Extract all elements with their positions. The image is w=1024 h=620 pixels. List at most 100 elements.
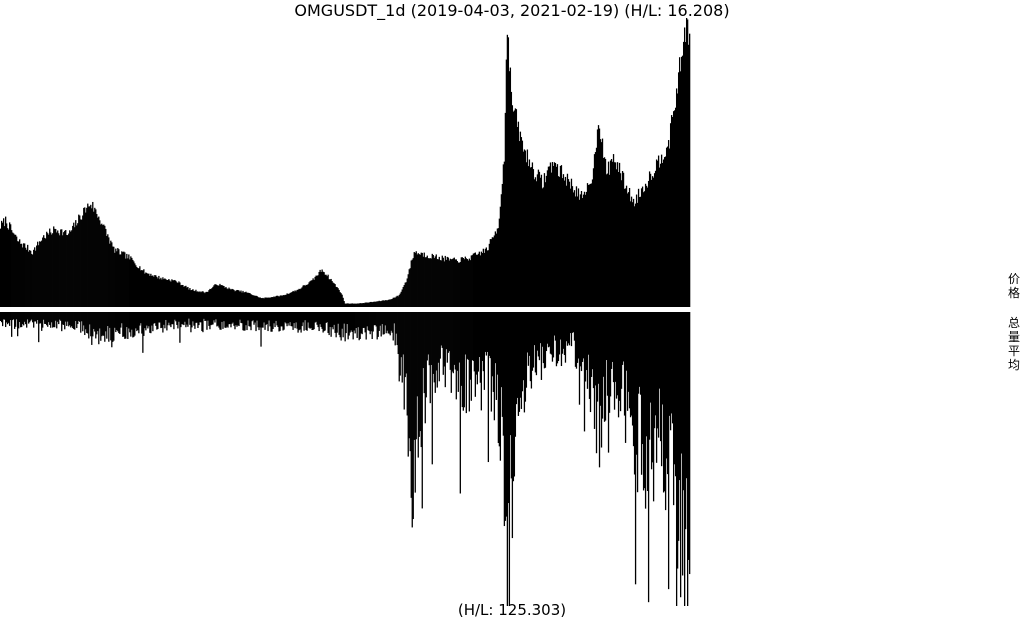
volume-bar [325, 312, 327, 323]
volume-bar [393, 312, 395, 324]
price-bar [255, 295, 257, 307]
price-bar [617, 172, 620, 307]
volume-bar [584, 312, 587, 382]
volume-bar [435, 312, 437, 371]
price-bar [425, 257, 427, 307]
price-bar [428, 258, 430, 307]
price-bar [242, 290, 244, 307]
volume-bar [447, 312, 449, 353]
volume-bar [527, 312, 530, 366]
volume-bar [46, 312, 48, 326]
volume-bar [125, 312, 127, 339]
volume-bar [484, 312, 486, 352]
volume-bar [198, 312, 200, 326]
price-bar [183, 286, 185, 307]
price-bar [112, 246, 114, 307]
volume-bar [673, 312, 676, 465]
price-bar [656, 160, 659, 307]
price-bar [137, 268, 139, 307]
volume-bar [49, 312, 51, 325]
price-bar [568, 181, 571, 307]
price-bar [114, 252, 116, 307]
price-bar [662, 159, 665, 307]
price-bar [139, 266, 141, 307]
price-bar [488, 243, 491, 307]
price-bar [15, 234, 17, 307]
price-bar [16, 236, 18, 307]
price-bar [13, 233, 15, 307]
volume-bar [314, 312, 316, 323]
volume-bar [189, 312, 191, 325]
price-bar [661, 163, 664, 307]
volume-bar [51, 312, 53, 323]
price-bar [150, 273, 152, 307]
price-bar [128, 254, 130, 307]
price-bar [384, 300, 386, 307]
volume-bar [469, 312, 471, 380]
volume-bar [55, 312, 57, 321]
volume-bar [259, 312, 261, 328]
volume-bar [298, 312, 300, 331]
price-bar [227, 289, 229, 307]
volume-bar [98, 312, 100, 345]
volume-bar [54, 312, 56, 328]
volume-bar [230, 312, 232, 328]
price-bar [522, 151, 525, 307]
volume-bar [656, 312, 659, 429]
volume-bar [387, 312, 389, 334]
volume-bar [226, 312, 228, 327]
volume-bar [366, 312, 368, 327]
price-bar [140, 270, 142, 307]
price-bar [441, 255, 443, 307]
price-bar [498, 218, 501, 307]
price-bar [164, 278, 166, 307]
price-bar [185, 285, 187, 307]
volume-bar [627, 312, 630, 392]
volume-bar [142, 312, 144, 353]
volume-bar [169, 312, 171, 326]
volume-bar [29, 312, 31, 323]
volume-bar [262, 312, 264, 328]
volume-bar [304, 312, 306, 321]
volume-bar [480, 312, 482, 411]
volume-bar [136, 312, 138, 332]
price-bar [238, 290, 240, 307]
volume-bar [192, 312, 194, 322]
volume-bar [199, 312, 201, 323]
price-bar [83, 207, 85, 307]
volume-bar [64, 312, 66, 330]
price-bar [572, 192, 575, 307]
volume-bar [166, 312, 168, 331]
volume-bar [390, 312, 392, 331]
volume-bar [454, 312, 456, 370]
volume-bar [311, 312, 313, 331]
volume-bar [503, 312, 506, 527]
panel-separator [0, 307, 690, 312]
volume-bar [297, 312, 299, 333]
price-bar [195, 289, 197, 307]
price-bar [417, 253, 419, 307]
volume-bar [510, 312, 513, 479]
price-bar [595, 147, 598, 307]
volume-bar [158, 312, 160, 323]
volume-bar [159, 312, 161, 323]
price-bar [279, 295, 281, 307]
price-bar [430, 258, 432, 307]
price-bar [244, 292, 246, 307]
volume-bar [106, 312, 108, 339]
price-bar [197, 291, 199, 307]
volume-bar [178, 312, 180, 322]
price-bar [569, 188, 572, 307]
price-bar [5, 216, 7, 307]
price-bar [87, 203, 89, 307]
price-bar [212, 286, 214, 307]
volume-bar [514, 312, 517, 437]
price-bar [623, 188, 626, 307]
volume-bar [352, 312, 354, 340]
price-bar [383, 300, 385, 307]
volume-bar [579, 312, 582, 367]
price-bar [651, 176, 654, 307]
volume-bar [508, 312, 511, 606]
price-bar [550, 172, 553, 307]
price-bar [173, 280, 175, 307]
